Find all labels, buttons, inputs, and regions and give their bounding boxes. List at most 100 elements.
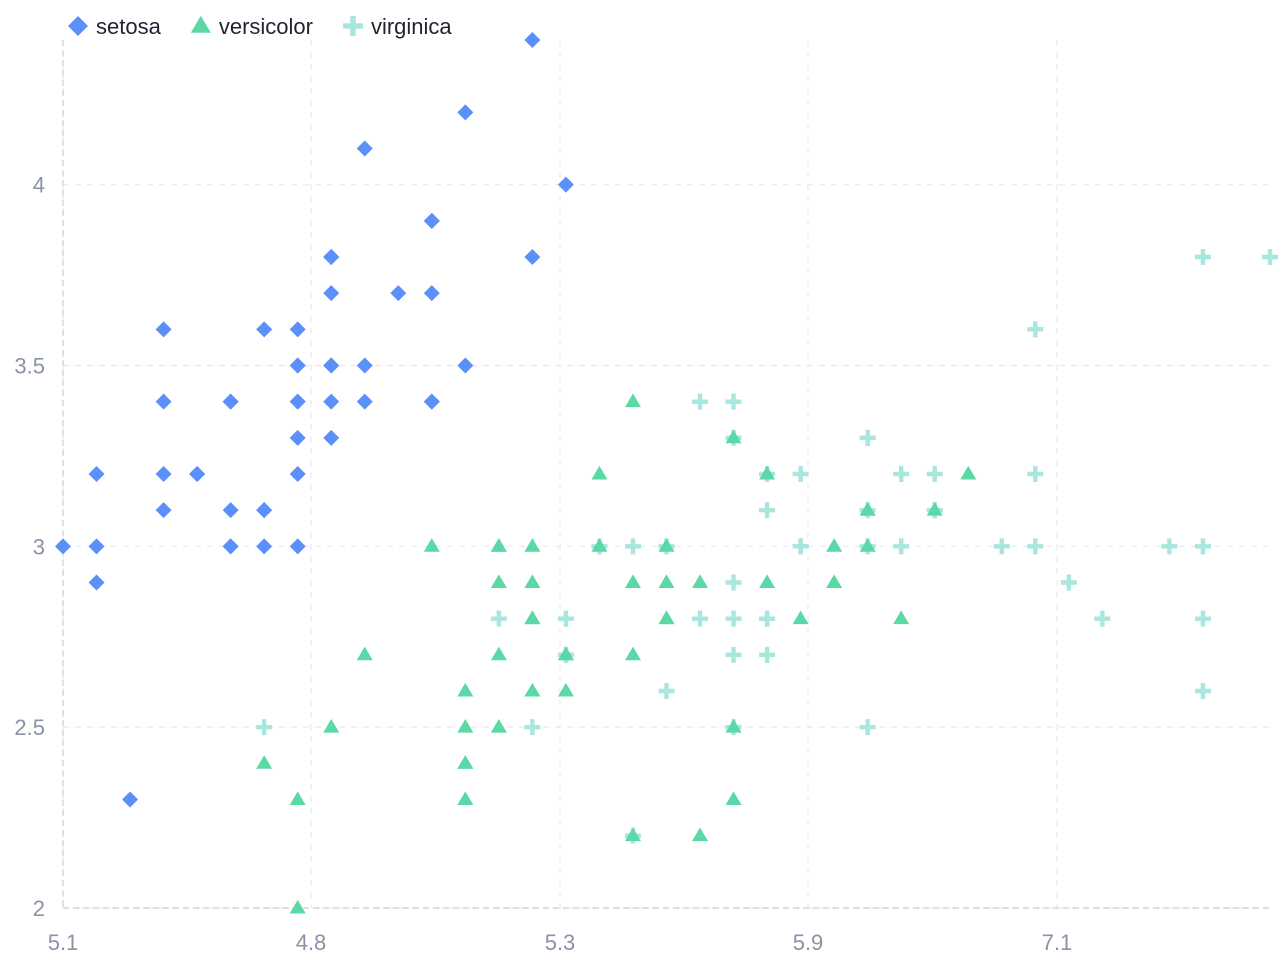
versicolor-point (826, 538, 843, 552)
versicolor-point (725, 719, 742, 733)
setosa-point (323, 357, 340, 374)
x-tick-label: 4.8 (296, 930, 327, 955)
setosa-point (356, 393, 373, 410)
versicolor-point (591, 538, 608, 552)
versicolor-point (524, 538, 541, 552)
versicolor-point (423, 538, 440, 552)
virginica-point (624, 538, 641, 555)
virginica-point (692, 610, 709, 627)
versicolor-point (893, 610, 910, 625)
setosa-point (524, 32, 541, 48)
points-layer (55, 32, 1278, 914)
legend-item-versicolor: versicolor (190, 14, 313, 39)
virginica-point (759, 610, 776, 627)
virginica-point (725, 393, 742, 410)
y-tick-label: 2 (33, 896, 45, 921)
legend-item-virginica: virginica (342, 14, 452, 39)
versicolor-point (557, 682, 574, 697)
versicolor-point (792, 610, 809, 625)
virginica-point (792, 538, 809, 555)
versicolor-point (960, 465, 977, 480)
series-versicolor (256, 393, 977, 914)
versicolor-point (692, 827, 709, 842)
setosa-point (155, 393, 172, 410)
setosa-point (423, 212, 440, 229)
setosa-point (289, 538, 306, 555)
setosa-point (88, 574, 105, 591)
virginica-point (893, 466, 910, 482)
setosa-point (222, 502, 239, 519)
virginica-point (725, 574, 742, 591)
virginica-point (725, 646, 742, 663)
setosa-point (457, 357, 474, 374)
virginica-point (557, 610, 574, 627)
virginica-point (490, 610, 507, 627)
virginica-point (1027, 538, 1044, 555)
setosa-point (289, 466, 306, 482)
setosa-point (356, 140, 373, 157)
diamond-icon (68, 16, 88, 36)
versicolor-point (524, 574, 541, 588)
setosa-point (256, 321, 273, 338)
versicolor-point (490, 646, 507, 661)
plus-icon (342, 16, 363, 36)
setosa-point (88, 466, 105, 482)
virginica-point (692, 393, 709, 410)
setosa-point (289, 321, 306, 338)
setosa-point (457, 104, 474, 121)
setosa-point (423, 393, 440, 410)
setosa-point (289, 393, 306, 410)
versicolor-point (725, 429, 742, 444)
virginica-point (893, 538, 910, 555)
setosa-point (289, 429, 306, 446)
versicolor-point (557, 646, 574, 661)
virginica-point (1060, 574, 1077, 591)
versicolor-point (457, 682, 474, 697)
setosa-point (189, 466, 206, 482)
versicolor-point (289, 791, 306, 805)
x-tick-label: 5.1 (48, 930, 79, 955)
versicolor-point (624, 574, 641, 588)
versicolor-point (624, 646, 641, 661)
setosa-point (323, 285, 340, 302)
setosa-point (289, 357, 306, 374)
x-tick-label: 7.1 (1042, 930, 1073, 955)
versicolor-point (289, 899, 306, 914)
versicolor-point (457, 719, 474, 733)
versicolor-point (524, 610, 541, 625)
setosa-point (88, 538, 105, 555)
axis-layer (62, 40, 1270, 909)
x-tick-label: 5.3 (545, 930, 576, 955)
virginica-point (859, 719, 876, 736)
versicolor-point (457, 791, 474, 805)
versicolor-point (624, 827, 641, 842)
tick-layer: 5.1 4.8 5.3 5.9 7.1 2 2.5 3 3.5 4 (14, 173, 1072, 955)
versicolor-point (624, 393, 641, 408)
versicolor-point (256, 755, 273, 769)
virginica-point (759, 646, 776, 663)
setosa-point (155, 502, 172, 519)
virginica-point (1194, 538, 1211, 555)
versicolor-point (926, 502, 943, 516)
versicolor-point (356, 646, 373, 661)
grid-layer (62, 40, 1270, 909)
versicolor-point (490, 574, 507, 588)
versicolor-point (490, 538, 507, 552)
virginica-point (926, 466, 943, 482)
y-tick-label: 3.5 (14, 354, 45, 379)
legend-label: setosa (96, 14, 162, 39)
versicolor-point (826, 574, 843, 588)
setosa-point (222, 393, 239, 410)
versicolor-point (759, 465, 776, 480)
series-setosa (55, 32, 574, 808)
versicolor-point (490, 719, 507, 733)
legend-item-setosa: setosa (68, 14, 162, 39)
legend-label: versicolor (219, 14, 313, 39)
setosa-point (256, 502, 273, 519)
versicolor-point (658, 538, 675, 552)
setosa-point (256, 538, 273, 555)
virginica-point (993, 538, 1010, 555)
versicolor-point (658, 574, 675, 588)
versicolor-point (457, 755, 474, 769)
